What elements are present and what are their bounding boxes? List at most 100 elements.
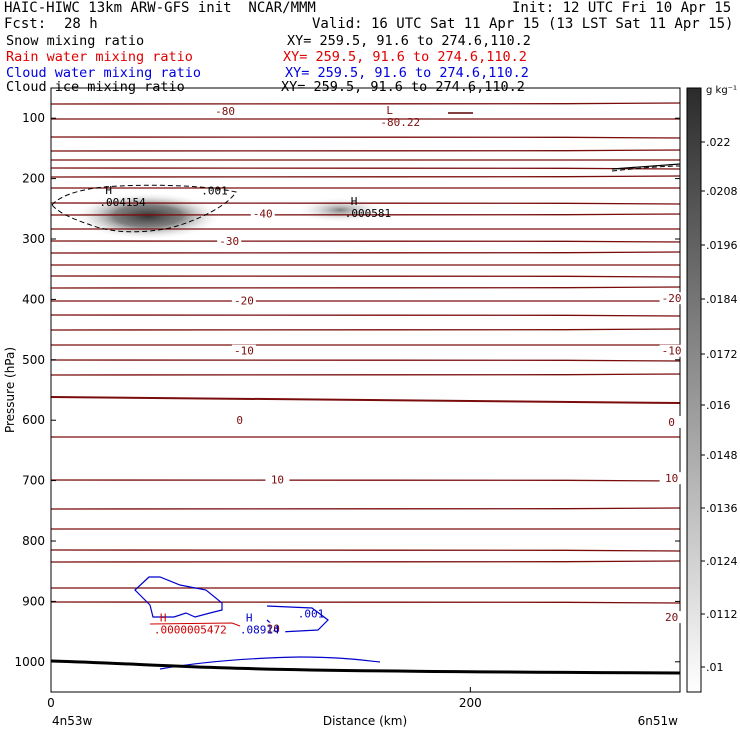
y-tick-label: 200: [22, 172, 45, 186]
isotherm-label: -10: [662, 345, 682, 358]
colorbar-label: .0124: [706, 555, 738, 568]
isotherm-lines: [51, 102, 680, 604]
isotherm-label-bg: [250, 207, 275, 220]
colorbar-label: .016: [706, 399, 731, 412]
colorbar-label: .022: [706, 136, 731, 149]
colorbar-label: .0136: [706, 502, 738, 515]
extremum-marker: H: [351, 195, 358, 208]
isotherm-label: -40: [253, 208, 273, 221]
isotherm-line: [51, 286, 680, 289]
colorbar-ticks: .01 .0112 .0124 .0136 .0148 .016 .0172 .0184 .01…: [701, 136, 738, 674]
isotherm-label-bg: [213, 104, 238, 117]
isotherm-line: [51, 560, 680, 563]
isotherm-label-bg: [659, 416, 684, 429]
field-rain-name: Rain water mixing ratio: [6, 49, 193, 65]
cloud-water-contour-1: [134, 576, 223, 618]
isotherm-label-bg: [659, 472, 684, 485]
isotherm-line: [51, 149, 680, 152]
plot-frame: [50, 87, 681, 693]
freezing-line: [51, 396, 680, 404]
isotherm-label-bg: [227, 414, 252, 427]
isotherm-label: -20: [662, 292, 682, 305]
y-tick-label: 700: [22, 474, 45, 488]
isotherm-line: [51, 251, 680, 254]
isotherm-label-bg: [231, 294, 256, 307]
isotherm-line: [51, 167, 680, 170]
isotherm-label: -30: [219, 235, 239, 248]
isotherm-label-bg: [265, 473, 290, 486]
isotherm-label: -10: [234, 345, 254, 358]
extremum-marker: H: [160, 612, 167, 625]
contour-level-label: .001: [201, 185, 228, 198]
fcst-value: 28 h: [64, 16, 98, 32]
colorbar-label: .0208: [706, 185, 738, 198]
isotherm-label-bg: [659, 292, 684, 305]
isotherm-label: 0: [668, 416, 675, 429]
isotherm-line: [51, 549, 680, 552]
contour-level-label: .001: [298, 607, 325, 620]
extremum-value: .004154: [99, 196, 146, 209]
isotherm-line: [51, 359, 680, 362]
isotherm-label-bg: [231, 344, 256, 357]
colorbar-label: .0196: [706, 239, 738, 252]
terrain-line: [51, 659, 680, 675]
init-time: Init: 12 UTC Fri 10 Apr 15: [512, 0, 732, 16]
valid-time: Valid: 16 UTC Sat 11 Apr 15 (13 LST Sat …: [312, 16, 734, 32]
field-cloudice-xy: XY= 259.5, 91.6 to 274.6,110.2: [281, 79, 525, 95]
field-snow-name: Snow mixing ratio: [6, 33, 145, 49]
isotherm-label-bg: [659, 344, 684, 357]
y-tick-label: 100: [22, 111, 45, 125]
isotherm-label: -80: [215, 105, 235, 118]
colorbar-label: .0184: [706, 293, 738, 306]
extremum-value: -80.22: [380, 116, 420, 129]
isotherm-line: [51, 136, 680, 139]
field-rain-xy: XY= 259.5, 91.6 to 274.6,110.2: [283, 49, 527, 65]
isotherm-label-bg: [261, 622, 286, 635]
isotherm-line: [51, 275, 680, 278]
y-tick-label: 600: [22, 413, 45, 427]
colorbar-label: .01: [706, 661, 724, 674]
y-tick-label: 900: [22, 594, 45, 608]
y-tick-label: 800: [22, 534, 45, 548]
left-endpoint: 4n53w: [52, 714, 93, 728]
field-cloudwater-xy: XY= 259.5, 91.6 to 274.6,110.2: [285, 65, 529, 81]
isotherm-label: 0: [236, 414, 243, 427]
isotherm-line: [51, 213, 680, 216]
y-tick-label: 1000: [14, 655, 45, 669]
x-axis-title: Distance (km): [323, 714, 407, 728]
chart-title: HAIC-HIWC 13km ARW-GFS init NCAR/MMM: [4, 0, 316, 16]
axis-ticks: [50, 88, 680, 692]
y-tick-label: 500: [22, 353, 45, 367]
cloud-water-contour-3: [159, 656, 381, 670]
snow-shade-region-1: [73, 192, 223, 240]
fcst-label: Fcst:: [4, 16, 47, 32]
extremum-marker: L: [386, 104, 393, 117]
extremum-value: .0000005472: [154, 624, 227, 637]
isotherm-line: [51, 507, 680, 510]
colorbar-label: .0148: [706, 449, 738, 462]
isotherm-line: [51, 202, 680, 205]
colorbar-label: .0172: [706, 348, 738, 361]
field-cloudwater-name: Cloud water mixing ratio: [6, 65, 202, 81]
y-tick-label: 300: [22, 232, 45, 246]
field-snow-xy: XY= 259.5, 91.6 to 274.6,110.2: [287, 33, 531, 49]
isotherm-label: 20: [267, 623, 280, 636]
y-tick-label: 400: [22, 292, 45, 306]
isotherm-label: -20: [234, 295, 254, 308]
extremum-marker: H: [246, 612, 253, 625]
isotherm-line: [51, 328, 680, 331]
isotherm-label-bg: [659, 611, 684, 624]
isotherm-line: [51, 314, 680, 317]
cloudice-contour-right: [611, 163, 680, 170]
isotherm-label: 20: [665, 611, 678, 624]
extremum-value: .08914: [240, 624, 280, 637]
isotherm-label: 10: [271, 473, 284, 486]
colorbar-unit: g kg⁻¹: [706, 85, 737, 96]
y-axis-title: Pressure (hPa): [3, 347, 17, 433]
isotherm-line: [51, 102, 680, 105]
isotherm-label-bg: [217, 234, 242, 247]
field-cloudice-name: Cloud ice mixing ratio: [6, 79, 185, 95]
rain-contour: [149, 622, 241, 627]
x-tick-label: 200: [459, 696, 482, 710]
